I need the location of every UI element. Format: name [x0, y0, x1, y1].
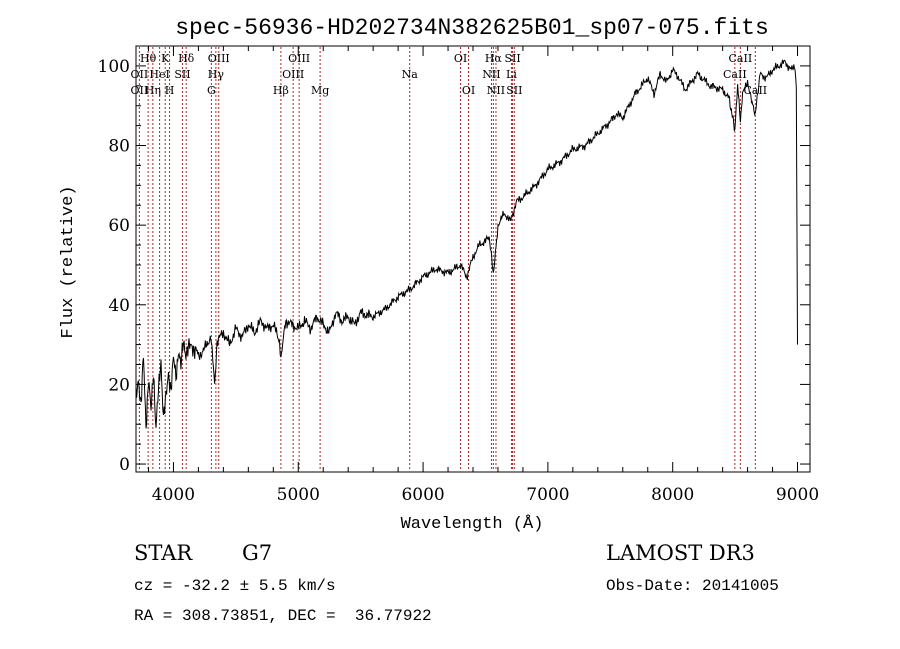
emission-line-label: Li [506, 68, 517, 81]
survey-name: LAMOST DR3 [606, 541, 755, 565]
emission-line-label: HeI [149, 68, 169, 81]
emission-line-label: SII [506, 84, 522, 97]
star-class: STAR [134, 541, 193, 565]
y-tick-label: 20 [108, 375, 130, 395]
emission-line-label: Hγ [208, 68, 225, 81]
emission-line-label: H [165, 84, 175, 97]
emission-line-label: Na [402, 68, 419, 81]
emission-line-label: OI [462, 84, 475, 97]
emission-line-labels: Hθ OII OII K HeI Hη Hδ SII H OIII Hγ G OIII OIII Hβ Mg N… [131, 52, 768, 97]
emission-line-label: OIII [282, 68, 304, 81]
x-tick-label: 5000 [277, 485, 320, 505]
emission-line-label: Hη [145, 84, 161, 97]
x-tick-label: 9000 [776, 485, 819, 505]
axis-ticks [136, 46, 810, 472]
emission-line-label: Hδ [178, 52, 195, 65]
emission-line-label: OIII [208, 52, 230, 65]
emission-line-label: SII [174, 68, 190, 81]
spectrum-line [135, 59, 798, 429]
emission-line-label: G [207, 84, 216, 97]
obs-date: Obs-Date: 20141005 [606, 577, 779, 595]
star-subclass: G7 [242, 541, 272, 565]
emission-line-label: NII [482, 68, 500, 81]
emission-line-label: OI [454, 52, 467, 65]
x-axis-label: Wavelength (Å) [401, 515, 544, 534]
emission-line-label: Hθ [140, 52, 157, 65]
emission-line-label: CaII [743, 84, 767, 97]
x-tick-label: 6000 [401, 485, 444, 505]
emission-line-label: CaII [729, 52, 753, 65]
emission-line-label: OIII [288, 52, 310, 65]
emission-line-label: K [161, 52, 170, 65]
x-tick-label: 7000 [526, 485, 569, 505]
x-tick-label: 4000 [152, 485, 195, 505]
y-tick-label: 100 [98, 57, 130, 77]
chart-title: spec-56936-HD202734N382625B01_sp07-075.f… [175, 15, 769, 41]
emission-line-label: SII [504, 52, 520, 65]
y-tick-labels: 0 20 40 60 80 100 [98, 57, 130, 475]
y-tick-label: 60 [108, 216, 130, 236]
x-tick-label: 8000 [651, 485, 694, 505]
emission-line-label: NII [487, 84, 505, 97]
emission-line-label: OII [131, 68, 149, 81]
emission-line-label: Mg [311, 84, 329, 97]
cz-value: cz = -32.2 ± 5.5 km/s [134, 577, 336, 595]
emission-line-label: Hα [485, 52, 503, 65]
ra-dec: RA = 308.73851, DEC = 36.77922 [134, 607, 432, 625]
emission-lines [138, 47, 756, 471]
y-tick-label: 0 [119, 455, 130, 475]
y-axis-label: Flux (relative) [59, 185, 78, 338]
y-tick-label: 40 [108, 296, 130, 316]
x-tick-labels: 4000 5000 6000 7000 8000 9000 [152, 485, 819, 505]
emission-line-label: CaII [723, 68, 747, 81]
emission-line-label: OII [131, 84, 149, 97]
emission-line-label: Hβ [273, 84, 289, 97]
y-tick-label: 80 [108, 137, 130, 157]
